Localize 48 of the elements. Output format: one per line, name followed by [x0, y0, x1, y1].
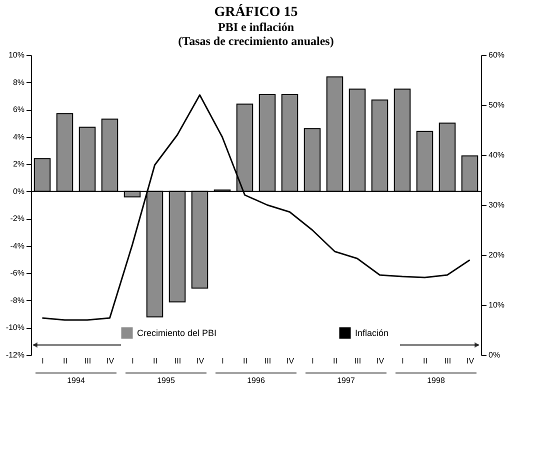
y2-tick-label: 30% — [488, 200, 505, 210]
x-tick-label: III — [354, 356, 362, 366]
y-tick-label: 8% — [12, 78, 24, 87]
chart-title: GRÁFICO 15 — [214, 3, 298, 20]
y2-tick-label: 20% — [488, 250, 505, 260]
text: 1994 — [67, 376, 86, 385]
x-tick-label: IV — [376, 356, 385, 366]
x-tick-label: III — [174, 356, 182, 366]
y2-tick-label: 40% — [488, 150, 505, 160]
y-tick-label: -12% — [6, 350, 24, 360]
y-tick-label: 0% — [12, 186, 24, 196]
x-tick-label: I — [402, 356, 404, 366]
text: 1995 — [157, 376, 176, 385]
y-tick-label: -8% — [10, 296, 24, 305]
x-tick-label: II — [63, 356, 68, 366]
x-tick-label: IV — [106, 356, 115, 366]
x-tick-label: I — [42, 356, 44, 366]
x-tick-label: III — [444, 356, 452, 366]
x-tick-label: II — [423, 356, 428, 366]
x-tick-label: IV — [466, 356, 475, 366]
text: 1996 — [247, 376, 266, 385]
x-tick-label: II — [153, 356, 158, 366]
y2-tick-label: 0% — [488, 350, 500, 360]
text: 1997 — [337, 376, 356, 385]
y-tick-label: -10% — [6, 323, 24, 332]
x-tick-label: IV — [286, 356, 295, 366]
x-tick-label: III — [84, 356, 92, 366]
x-tick-label: II — [243, 356, 248, 366]
y-tick-label: -6% — [10, 268, 24, 278]
x-tick-label: I — [222, 356, 224, 366]
y-tick-label: 2% — [12, 160, 24, 169]
y2-tick-label: 10% — [488, 300, 505, 310]
y-tick-label: -4% — [10, 241, 24, 250]
x-tick-label: IV — [196, 356, 205, 366]
y-tick-label: -2% — [10, 214, 24, 224]
x-tick-label: II — [333, 356, 338, 366]
x-tick-label: III — [264, 356, 272, 366]
x-tick-label: I — [312, 356, 314, 366]
y-tick-label: 10% — [8, 50, 24, 60]
y-tick-label: 6% — [12, 105, 24, 114]
chart-subtitle: PBI e inflación (Tasas de crecimiento anuales) — [178, 20, 334, 48]
legend-label: Inflación — [355, 328, 389, 338]
x-tick-label: I — [132, 356, 134, 366]
text: 1998 — [427, 376, 446, 385]
y-tick-label: 4% — [12, 132, 24, 142]
legend-label: Crecimiento del PBI — [137, 328, 217, 338]
y2-tick-label: 50% — [488, 100, 505, 110]
y2-tick-label: 60% — [488, 50, 505, 60]
